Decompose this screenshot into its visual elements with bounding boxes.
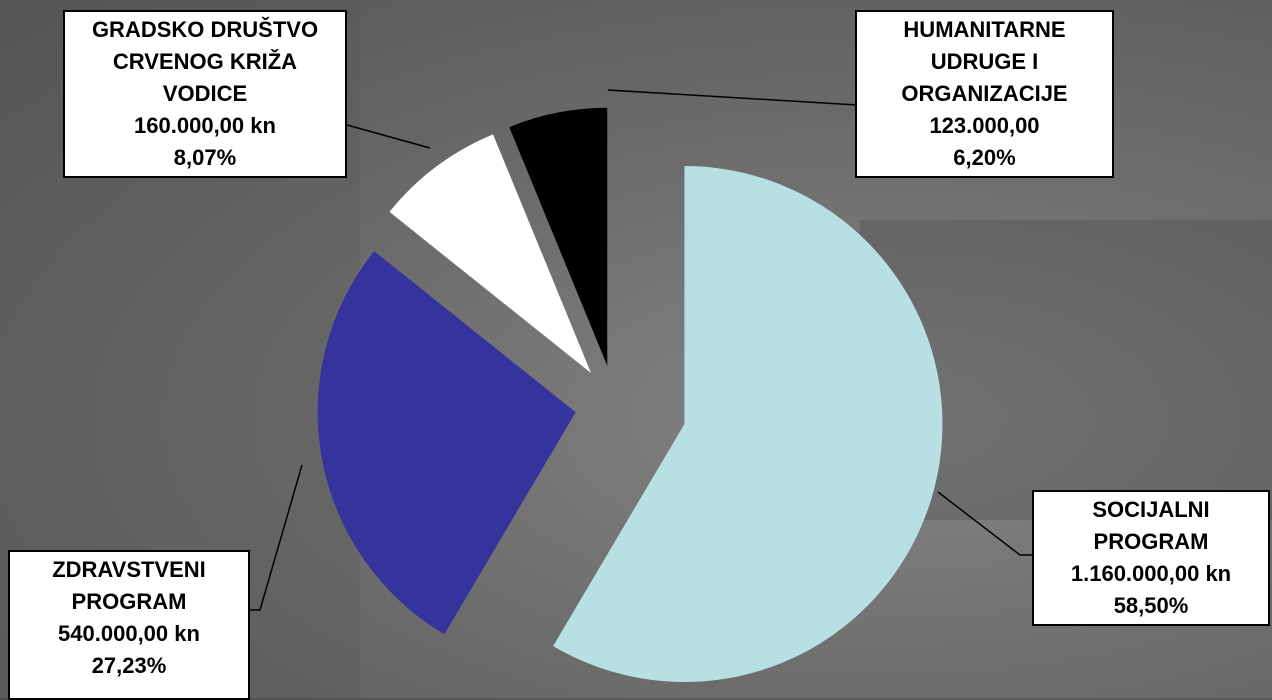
leader-lines	[250, 89, 1034, 611]
value-label: 160.000,00 kn	[134, 113, 276, 138]
percent-label: 58,50%	[1113, 593, 1189, 618]
pie-slice	[553, 165, 943, 682]
value-label: 1.160.000,00 kn	[1070, 561, 1232, 586]
value-label: 540.000,00 kn	[58, 621, 200, 646]
percent-label: 27,23%	[91, 653, 167, 678]
percent-label: 8,07%	[173, 145, 237, 170]
slice-label: SOCIJALNI PROGRAM 1.160.000,00 kn 58,50%	[1032, 490, 1270, 626]
category-label: HUMANITARNE UDRUGE I ORGANIZACIJE	[901, 17, 1068, 106]
leader-line	[937, 491, 1034, 556]
leader-line	[346, 124, 431, 149]
category-label: ZDRAVSTVENI PROGRAM	[52, 557, 206, 614]
leader-line	[607, 89, 858, 106]
slice-label: ZDRAVSTVENI PROGRAM 540.000,00 kn 27,23%	[8, 550, 250, 700]
category-label: GRADSKO DRUŠTVO CRVENOG KRIŽA VODICE	[91, 17, 319, 106]
leader-line	[250, 464, 303, 611]
slice-label: GRADSKO DRUŠTVO CRVENOG KRIŽA VODICE 160…	[63, 10, 347, 178]
percent-label: 6,20%	[953, 145, 1016, 170]
pie-slice	[389, 134, 592, 373]
category-label: SOCIJALNI PROGRAM	[1092, 497, 1210, 554]
pie-slice	[509, 107, 608, 366]
pie-slice	[317, 251, 576, 635]
slice-label: HUMANITARNE UDRUGE I ORGANIZACIJE 123.00…	[855, 10, 1114, 178]
value-label: 123.000,00	[929, 113, 1040, 138]
